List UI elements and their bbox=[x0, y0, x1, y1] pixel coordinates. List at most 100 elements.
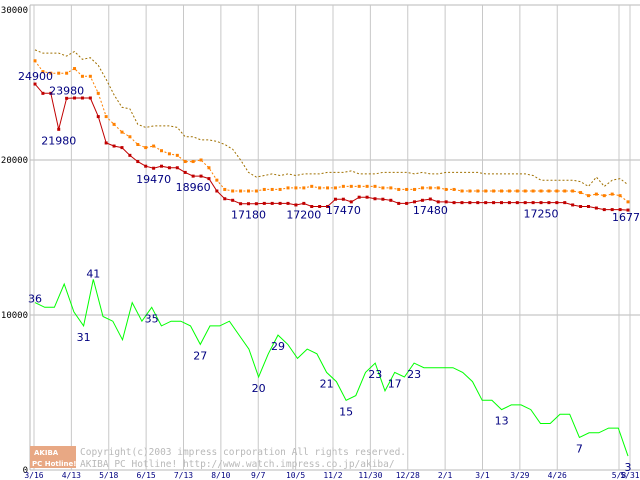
data-label: 17480 bbox=[413, 204, 448, 217]
copyright-text: Copyright(c)2003 impress corporation All… bbox=[80, 447, 406, 458]
x-tick-label: 5/18 bbox=[99, 471, 118, 480]
data-point bbox=[420, 186, 424, 190]
data-point bbox=[167, 152, 171, 156]
data-point bbox=[547, 189, 551, 193]
data-point bbox=[602, 194, 606, 198]
data-point bbox=[160, 164, 164, 168]
data-point bbox=[539, 201, 543, 205]
x-tick-label: 9/7 bbox=[251, 471, 266, 480]
data-point bbox=[318, 205, 322, 208]
data-label: 23 bbox=[368, 368, 382, 381]
data-point bbox=[365, 184, 369, 188]
data-point bbox=[357, 195, 361, 199]
data-point bbox=[507, 201, 511, 205]
data-point bbox=[349, 200, 353, 204]
y-axis-labels: 0 10000 20000 30000 bbox=[1, 6, 28, 476]
site-text: AKIBA PC Hotline! http://www.watch.impre… bbox=[80, 459, 395, 470]
data-label: 21980 bbox=[41, 134, 76, 147]
data-label: 20 bbox=[252, 382, 266, 395]
data-point bbox=[460, 201, 464, 205]
data-point bbox=[326, 186, 330, 190]
data-point bbox=[484, 201, 488, 205]
data-label: 24900 bbox=[18, 70, 53, 83]
data-label: 17470 bbox=[326, 204, 361, 217]
logo-bottom-box bbox=[30, 457, 76, 468]
data-point bbox=[65, 96, 69, 100]
x-axis-labels: 3/16 4/13 5/18 6/15 7/13 8/10 9/7 10/5 11/2 11/30… bbox=[24, 471, 639, 480]
data-point bbox=[476, 189, 480, 193]
data-point bbox=[144, 164, 148, 168]
data-point bbox=[515, 189, 519, 193]
data-point bbox=[270, 201, 274, 205]
data-point bbox=[476, 201, 480, 205]
data-point bbox=[41, 70, 45, 74]
data-point bbox=[136, 143, 140, 146]
x-tick-label: 5/8 bbox=[612, 471, 627, 480]
data-point bbox=[239, 202, 243, 206]
data-label: 35 bbox=[145, 312, 159, 325]
data-label: 17250 bbox=[524, 208, 559, 221]
data-point bbox=[246, 189, 250, 193]
data-point bbox=[484, 189, 488, 193]
data-point bbox=[262, 201, 266, 205]
x-tick-label: 10/5 bbox=[286, 471, 305, 480]
data-point bbox=[96, 115, 100, 119]
data-point bbox=[318, 186, 322, 190]
x-tick-label: 5/31 bbox=[620, 471, 639, 480]
data-point bbox=[175, 166, 179, 170]
data-label: 23980 bbox=[49, 84, 84, 97]
data-point bbox=[310, 184, 314, 188]
data-point bbox=[231, 198, 235, 202]
data-point bbox=[191, 160, 195, 164]
data-point bbox=[405, 187, 409, 191]
data-point bbox=[160, 149, 164, 153]
y-tick-label: 10000 bbox=[1, 311, 28, 321]
data-point bbox=[594, 206, 598, 210]
data-point bbox=[618, 208, 622, 212]
x-tick-label: 11/30 bbox=[358, 471, 382, 480]
grid-lines bbox=[29, 4, 640, 471]
data-label: 16770 bbox=[612, 211, 640, 224]
x-tick-label: 2/1 bbox=[438, 471, 453, 480]
watermark: AKIBA PC Hotline! Copyright(c)2003 impre… bbox=[30, 446, 406, 470]
data-point bbox=[278, 201, 282, 205]
data-point bbox=[49, 71, 53, 75]
data-point bbox=[626, 200, 630, 204]
data-point bbox=[175, 153, 179, 157]
data-label: 27 bbox=[193, 349, 207, 362]
data-point bbox=[555, 201, 559, 205]
data-point bbox=[191, 174, 195, 178]
data-point bbox=[167, 166, 171, 170]
data-point bbox=[571, 189, 575, 193]
y-tick-label: 30000 bbox=[1, 6, 28, 16]
data-point bbox=[183, 170, 187, 174]
data-label: 36 bbox=[28, 293, 42, 306]
data-point bbox=[223, 187, 227, 191]
data-point bbox=[80, 74, 84, 78]
data-point bbox=[120, 130, 124, 134]
data-point bbox=[112, 144, 116, 148]
data-point bbox=[215, 189, 219, 193]
data-point bbox=[333, 186, 337, 190]
data-point bbox=[499, 189, 503, 193]
data-point bbox=[579, 191, 583, 195]
x-tick-label: 3/1 bbox=[475, 471, 490, 480]
data-point bbox=[286, 201, 290, 205]
data-point bbox=[571, 203, 575, 207]
data-point bbox=[120, 146, 124, 150]
logo-bottom: PC Hotline! bbox=[32, 460, 76, 468]
series-max-price bbox=[34, 49, 629, 188]
data-point bbox=[531, 201, 535, 205]
data-point bbox=[539, 189, 543, 193]
data-point bbox=[246, 202, 250, 206]
data-point bbox=[262, 187, 266, 191]
data-point bbox=[507, 189, 511, 193]
data-point bbox=[104, 141, 108, 145]
data-point bbox=[436, 186, 440, 190]
y-tick-label: 0 bbox=[23, 466, 28, 476]
data-point bbox=[413, 200, 417, 204]
data-point bbox=[57, 71, 61, 75]
data-point bbox=[594, 192, 598, 196]
data-label: 41 bbox=[86, 267, 100, 280]
data-point bbox=[207, 177, 211, 181]
